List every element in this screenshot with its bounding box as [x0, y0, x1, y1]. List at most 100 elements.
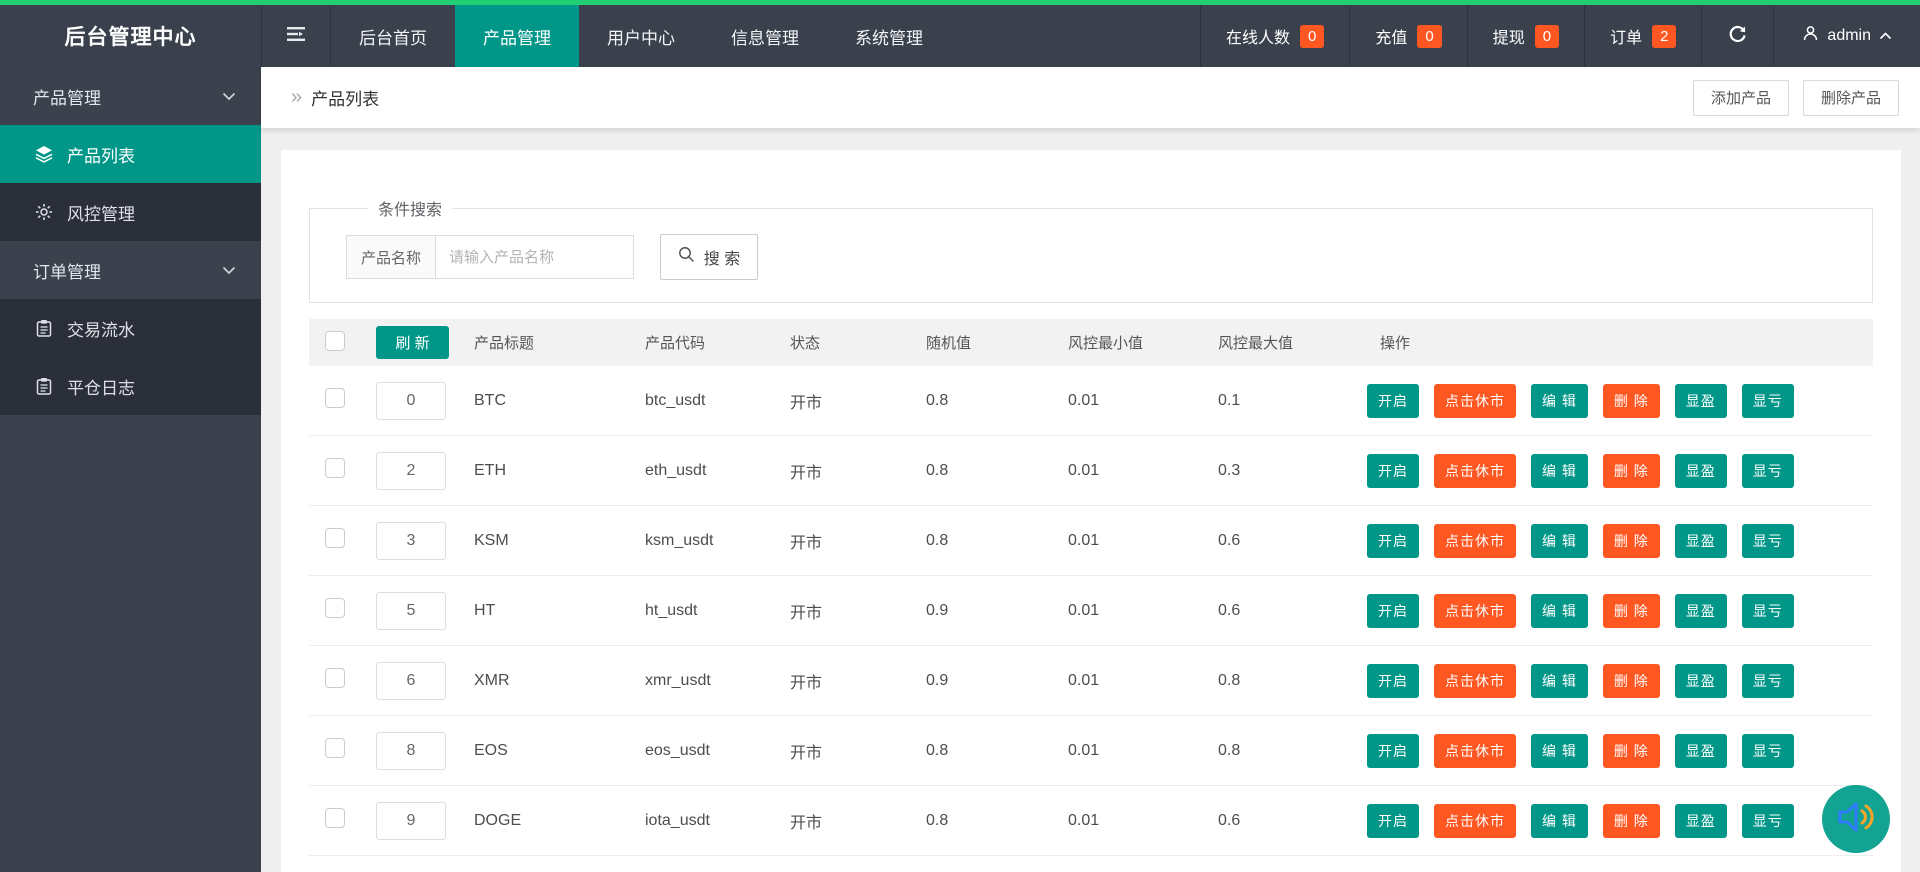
stat-badge: 0 [1534, 24, 1560, 48]
table-row: DOGE iota_usdt 开市 0.8 0.01 0.6 开启 点击休市 编… [309, 786, 1873, 856]
sort-input[interactable] [376, 381, 446, 420]
show-loss-button[interactable]: 显亏 [1741, 383, 1794, 418]
user-menu[interactable]: admin [1773, 5, 1920, 67]
show-loss-button[interactable]: 显亏 [1741, 803, 1794, 838]
table-refresh-button[interactable]: 刷 新 [376, 326, 449, 359]
close-market-button[interactable]: 点击休市 [1434, 453, 1516, 488]
sidebar-item-label: 交易流水 [67, 320, 135, 340]
show-profit-button[interactable]: 显盈 [1674, 453, 1727, 488]
tab-messages[interactable]: 信息管理 [731, 28, 799, 48]
show-profit-button[interactable]: 显盈 [1674, 733, 1727, 768]
open-button[interactable]: 开启 [1367, 383, 1419, 418]
tab-system[interactable]: 系统管理 [855, 28, 923, 48]
edit-button[interactable]: 编 辑 [1531, 663, 1588, 698]
stat-recharge[interactable]: 充值 0 [1349, 5, 1466, 67]
stat-withdraw[interactable]: 提现 0 [1466, 5, 1584, 67]
show-profit-button[interactable]: 显盈 [1674, 523, 1727, 558]
sidebar-item-product-list[interactable]: 产品列表 [0, 125, 261, 183]
tab-dashboard[interactable]: 后台首页 [359, 28, 427, 48]
delete-button[interactable]: 删 除 [1602, 803, 1660, 838]
show-loss-button[interactable]: 显亏 [1741, 453, 1794, 488]
product-name-input[interactable] [436, 235, 635, 279]
refresh-button[interactable] [1701, 5, 1773, 67]
sort-input[interactable] [376, 731, 446, 770]
open-button[interactable]: 开启 [1367, 663, 1419, 698]
show-profit-button[interactable]: 显盈 [1674, 593, 1727, 628]
topbar: 后台管理中心 后台首页 产品管理 用户中心 信息管理 系统管理 在线人数 0 充… [0, 0, 1920, 67]
sidebar-item-trade-flow[interactable]: 交易流水 [0, 299, 261, 357]
product-code: eth_usdt [645, 461, 707, 479]
product-status: 开市 [790, 604, 823, 622]
close-market-button[interactable]: 点击休市 [1434, 383, 1516, 418]
table-row: ETH eth_usdt 开市 0.8 0.01 0.3 开启 点击休市 编 辑… [309, 436, 1873, 506]
show-profit-button[interactable]: 显盈 [1674, 383, 1727, 418]
show-loss-button[interactable]: 显亏 [1741, 663, 1794, 698]
delete-product-button[interactable]: 删除产品 [1802, 79, 1899, 116]
row-checkbox[interactable] [325, 388, 345, 408]
product-title: XMR [474, 671, 510, 689]
edit-button[interactable]: 编 辑 [1531, 803, 1588, 838]
row-checkbox[interactable] [325, 808, 345, 828]
row-checkbox[interactable] [325, 458, 345, 478]
search-legend: 条件搜索 [378, 202, 443, 219]
sidebar-toggle-button[interactable] [261, 5, 331, 67]
show-profit-button[interactable]: 显盈 [1674, 803, 1727, 838]
sort-input[interactable] [376, 661, 446, 700]
sort-input[interactable] [376, 591, 446, 630]
show-loss-button[interactable]: 显亏 [1741, 733, 1794, 768]
chevron-down-icon [222, 260, 236, 280]
delete-button[interactable]: 删 除 [1602, 663, 1660, 698]
table-row: XMR xmr_usdt 开市 0.9 0.01 0.8 开启 点击休市 编 辑… [309, 646, 1873, 716]
risk-min-value: 0.01 [1068, 741, 1100, 759]
sidebar-group-products[interactable]: 产品管理 [0, 67, 261, 125]
delete-button[interactable]: 删 除 [1602, 383, 1660, 418]
add-product-button[interactable]: 添加产品 [1692, 79, 1789, 116]
edit-button[interactable]: 编 辑 [1531, 733, 1588, 768]
product-title: DOGE [474, 811, 522, 829]
edit-button[interactable]: 编 辑 [1531, 593, 1588, 628]
sort-input[interactable] [376, 521, 446, 560]
delete-button[interactable]: 删 除 [1602, 523, 1660, 558]
stat-online-users[interactable]: 在线人数 0 [1199, 5, 1349, 67]
edit-button[interactable]: 编 辑 [1531, 383, 1588, 418]
close-market-button[interactable]: 点击休市 [1434, 803, 1516, 838]
sound-notification-button[interactable] [1822, 785, 1890, 853]
select-all-checkbox[interactable] [325, 330, 345, 351]
stat-orders[interactable]: 订单 2 [1584, 5, 1701, 67]
row-checkbox[interactable] [325, 738, 345, 758]
open-button[interactable]: 开启 [1367, 453, 1419, 488]
close-market-button[interactable]: 点击休市 [1434, 523, 1516, 558]
page-header: » 产品列表 添加产品 删除产品 [261, 67, 1920, 128]
edit-button[interactable]: 编 辑 [1531, 453, 1588, 488]
open-button[interactable]: 开启 [1367, 523, 1419, 558]
edit-button[interactable]: 编 辑 [1531, 523, 1588, 558]
row-checkbox[interactable] [325, 668, 345, 688]
row-checkbox[interactable] [325, 598, 345, 618]
row-checkbox[interactable] [325, 528, 345, 548]
open-button[interactable]: 开启 [1367, 733, 1419, 768]
search-button[interactable]: 搜 索 [660, 234, 759, 280]
delete-button[interactable]: 删 除 [1602, 593, 1660, 628]
product-title: BTC [474, 391, 506, 409]
close-market-button[interactable]: 点击休市 [1434, 593, 1516, 628]
product-table: 刷 新 产品标题 产品代码 状态 随机值 风控最小值 风控最大值 操作 BTC … [309, 319, 1873, 872]
open-button[interactable]: 开启 [1367, 803, 1419, 838]
product-list-panel: 条件搜索 产品名称 [281, 150, 1901, 872]
sort-input[interactable] [376, 801, 446, 840]
tab-products[interactable]: 产品管理 [455, 5, 579, 67]
show-profit-button[interactable]: 显盈 [1674, 663, 1727, 698]
show-loss-button[interactable]: 显亏 [1741, 593, 1794, 628]
delete-button[interactable]: 删 除 [1602, 733, 1660, 768]
stat-label: 提现 [1492, 30, 1525, 47]
delete-button[interactable]: 删 除 [1602, 453, 1660, 488]
open-button[interactable]: 开启 [1367, 593, 1419, 628]
sidebar-item-close-position-log[interactable]: 平仓日志 [0, 357, 261, 415]
sidebar-group-orders[interactable]: 订单管理 [0, 241, 261, 299]
close-market-button[interactable]: 点击休市 [1434, 733, 1516, 768]
close-market-button[interactable]: 点击休市 [1434, 663, 1516, 698]
show-loss-button[interactable]: 显亏 [1741, 523, 1794, 558]
stat-label: 订单 [1610, 30, 1643, 47]
sidebar-item-risk-control[interactable]: 风控管理 [0, 183, 261, 241]
sort-input[interactable] [376, 451, 446, 490]
tab-users[interactable]: 用户中心 [607, 28, 675, 48]
